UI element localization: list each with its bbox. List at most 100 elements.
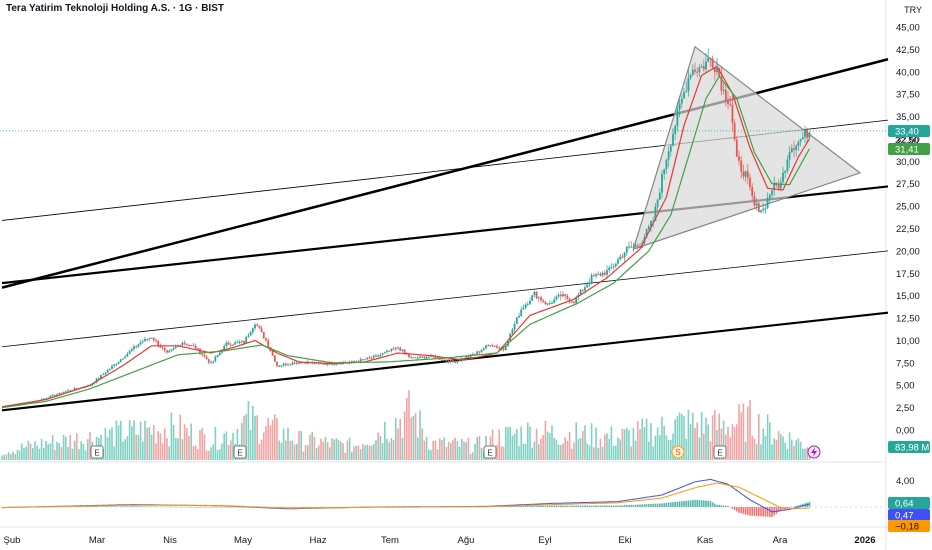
volume-bar bbox=[619, 439, 621, 460]
candle-body bbox=[482, 348, 485, 351]
candle-body bbox=[696, 71, 699, 73]
candle-body bbox=[130, 349, 133, 352]
volume-bar bbox=[5, 454, 8, 460]
volume-bar bbox=[375, 440, 377, 460]
macd-bar bbox=[513, 506, 516, 507]
time-tick-label: Mar bbox=[89, 535, 105, 546]
earnings-marker: E bbox=[90, 445, 104, 459]
candle-body bbox=[751, 187, 754, 196]
macd-bar bbox=[302, 507, 305, 508]
candle-body bbox=[733, 122, 736, 140]
macd-bar bbox=[593, 505, 595, 507]
candle-body bbox=[324, 363, 327, 365]
candle-body bbox=[724, 89, 727, 101]
volume-bar bbox=[650, 423, 652, 460]
candle-body bbox=[247, 335, 250, 338]
candle-body bbox=[423, 356, 426, 359]
macd-bar bbox=[586, 505, 588, 507]
macd-bar bbox=[82, 506, 85, 508]
macd-bar bbox=[322, 507, 324, 508]
volume-bar bbox=[362, 443, 364, 460]
candle-body bbox=[544, 301, 547, 305]
volume-bar bbox=[139, 421, 142, 460]
candle-body bbox=[298, 362, 300, 364]
volume-bar bbox=[507, 427, 509, 460]
candle-body bbox=[53, 394, 56, 396]
time-tick-label: Şub bbox=[4, 535, 21, 546]
macd-bar bbox=[313, 507, 316, 508]
candle-body bbox=[192, 345, 195, 347]
volume-bar bbox=[720, 428, 723, 460]
candle-body bbox=[709, 58, 712, 60]
volume-bar bbox=[373, 444, 375, 460]
volume-bar bbox=[293, 444, 296, 460]
volume-bar bbox=[546, 431, 549, 460]
price-tick-label: 32,50 bbox=[896, 134, 920, 145]
volume-bar bbox=[205, 450, 208, 460]
price-tick-label: 7,50 bbox=[896, 358, 915, 369]
volume-bar bbox=[106, 437, 109, 460]
candle-body bbox=[229, 344, 232, 346]
volume-bar bbox=[575, 422, 577, 460]
volume-bar bbox=[700, 411, 703, 460]
macd-bar bbox=[566, 505, 569, 507]
volume-bar bbox=[331, 438, 333, 460]
volume-bar bbox=[315, 448, 318, 460]
candle-body bbox=[249, 332, 252, 336]
volume-bar bbox=[245, 414, 247, 460]
volume-bar bbox=[89, 431, 91, 460]
volume-bar bbox=[780, 434, 782, 460]
macd-bar bbox=[298, 507, 300, 508]
volume-bar bbox=[590, 423, 593, 460]
lightning-icon-glyph bbox=[811, 447, 817, 457]
candle-body bbox=[634, 245, 637, 247]
candle-body bbox=[665, 159, 668, 170]
volume-bar bbox=[412, 415, 415, 460]
candle-body bbox=[392, 348, 395, 350]
chart-title: Tera Yatirim Teknoloji Holding A.S. · 1G… bbox=[6, 3, 224, 14]
volume-bar bbox=[615, 445, 617, 460]
macd-bar bbox=[212, 507, 214, 508]
dividend-marker: S bbox=[671, 445, 685, 459]
volume-bar bbox=[384, 421, 386, 460]
volume-bar bbox=[678, 412, 681, 460]
volume-bar bbox=[276, 418, 278, 460]
volume-bar bbox=[432, 440, 434, 460]
candle-body bbox=[100, 375, 102, 379]
macd-bar bbox=[168, 506, 170, 508]
candle-body bbox=[267, 340, 270, 347]
macd-bar bbox=[126, 506, 129, 507]
volume-bar bbox=[150, 435, 153, 460]
macd-bar bbox=[139, 506, 142, 507]
candle-body bbox=[797, 141, 800, 146]
candle-body bbox=[676, 109, 679, 126]
volume-bar bbox=[423, 440, 426, 460]
candle-body bbox=[75, 388, 78, 390]
volume-bar bbox=[148, 426, 151, 460]
volume-bar bbox=[564, 437, 566, 460]
macd-bar bbox=[766, 507, 769, 517]
volume-bar bbox=[456, 441, 459, 460]
volume-bar bbox=[379, 436, 382, 460]
volume-bar bbox=[368, 445, 371, 460]
volume-bar bbox=[243, 415, 245, 460]
volume-bar bbox=[802, 448, 804, 460]
volume-bar bbox=[366, 444, 368, 460]
volume-bar bbox=[56, 441, 58, 460]
candle-body bbox=[64, 391, 67, 393]
macd-bar bbox=[293, 507, 296, 508]
candle-body bbox=[687, 78, 690, 92]
volume-bar bbox=[12, 451, 14, 460]
candle-body bbox=[790, 148, 793, 153]
macd-bar bbox=[181, 506, 184, 508]
price-tick-label: 45,00 bbox=[896, 23, 920, 34]
candle-body bbox=[262, 331, 265, 339]
volume-bar bbox=[225, 431, 228, 460]
volume-bar bbox=[311, 431, 313, 460]
volume-bar bbox=[401, 437, 404, 460]
volume-bar bbox=[542, 434, 544, 460]
candle-body bbox=[397, 347, 399, 349]
candle-body bbox=[619, 256, 622, 260]
candle-body bbox=[808, 132, 811, 138]
